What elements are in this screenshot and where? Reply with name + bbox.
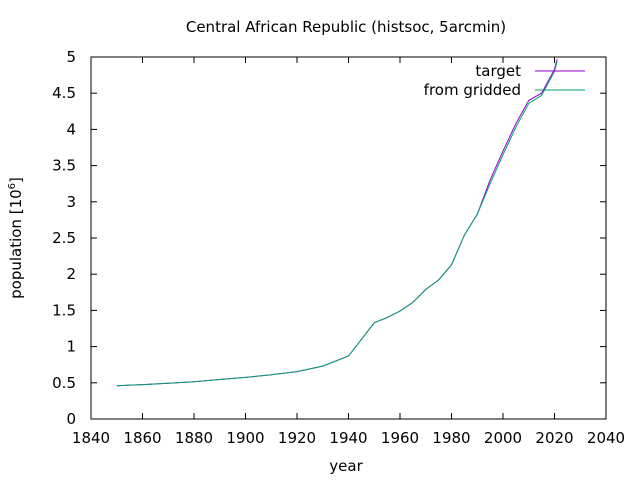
y-axis-ticks: 0 0.5 1 1.5 2 2.5 3 3.5 4 4.5 5: [52, 48, 606, 428]
x-tick-label: 2040: [587, 429, 625, 447]
series-line-target: [116, 59, 558, 387]
y-tick-label: 0: [66, 410, 76, 428]
series-lines: [116, 59, 558, 387]
x-tick-label: 2020: [535, 429, 573, 447]
x-tick-label: 1900: [226, 429, 264, 447]
x-axis-label: year: [329, 457, 363, 475]
x-tick-label: 1880: [175, 429, 213, 447]
x-tick-label: 1960: [381, 429, 419, 447]
y-axis-label-suffix: ]: [7, 177, 25, 183]
legend-label-from-gridded: from gridded: [424, 81, 521, 99]
legend: target from gridded: [424, 62, 585, 99]
y-tick-label: 3.5: [52, 157, 76, 175]
y-tick-label: 3: [66, 193, 76, 211]
y-tick-label: 2.5: [52, 229, 76, 247]
plot-frame: [90, 56, 607, 420]
y-tick-label: 0.5: [52, 374, 76, 392]
x-tick-label: 1860: [123, 429, 161, 447]
y-tick-label: 4: [66, 120, 76, 138]
y-axis-label: population [106]: [7, 177, 25, 299]
x-tick-label: 1920: [278, 429, 316, 447]
y-axis-label-exponent: 6: [7, 183, 18, 189]
chart-title: Central African Republic (histsoc, 5arcm…: [186, 18, 506, 36]
y-tick-label: 5: [66, 48, 76, 66]
series-line-from-gridded: [116, 61, 558, 387]
x-tick-label: 1840: [72, 429, 110, 447]
y-tick-label: 1: [66, 338, 76, 356]
y-tick-label: 1.5: [52, 301, 76, 319]
legend-label-target: target: [475, 62, 521, 80]
x-tick-label: 1940: [329, 429, 367, 447]
x-tick-label: 2000: [484, 429, 522, 447]
y-axis-label-base: population [10: [7, 189, 25, 299]
y-tick-label: 2: [66, 265, 76, 283]
x-tick-label: 1980: [432, 429, 470, 447]
y-tick-label: 4.5: [52, 84, 76, 102]
x-axis-ticks: 1840 1860 1880 1900 1920 1940 1960 1980 2000 2020…: [72, 57, 625, 447]
